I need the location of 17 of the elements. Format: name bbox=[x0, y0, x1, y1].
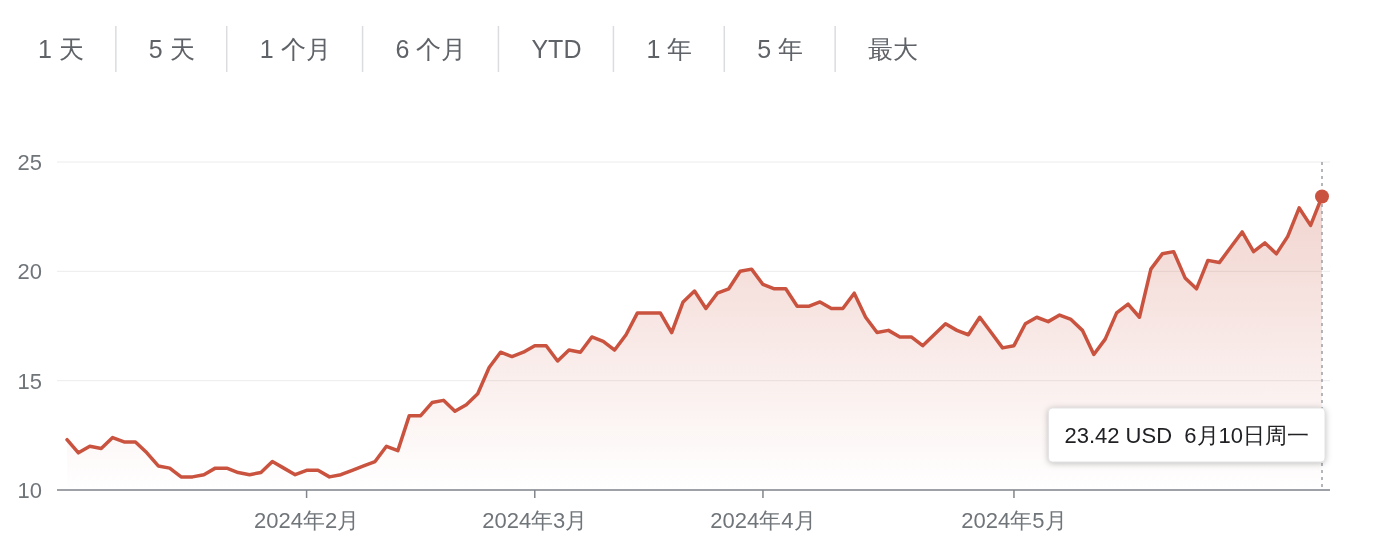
y-tick-label: 20 bbox=[17, 259, 42, 285]
x-tick-label: 2024年5月 bbox=[961, 508, 1067, 533]
text: 5 天 bbox=[148, 35, 195, 63]
text: 1 个月 bbox=[259, 35, 331, 63]
y-tick-label: 15 bbox=[17, 368, 42, 394]
text: 最大 bbox=[868, 35, 919, 63]
annotation: 23.42 USD 6月10日周一 bbox=[1064, 423, 1309, 448]
text: YTD bbox=[531, 35, 582, 63]
x-tick-label: 2024年4月 bbox=[710, 508, 816, 533]
x-tick-label: 2024年3月 bbox=[482, 508, 588, 533]
text: 5 年 bbox=[757, 35, 804, 63]
y-tick-label: 10 bbox=[17, 478, 42, 503]
text: 6 个月 bbox=[395, 35, 467, 63]
x-tick-label: 2024年2月 bbox=[254, 508, 360, 533]
text: 1 年 bbox=[646, 35, 693, 63]
text: 1 天 bbox=[38, 35, 84, 63]
y-tick-label: 25 bbox=[17, 150, 42, 175]
